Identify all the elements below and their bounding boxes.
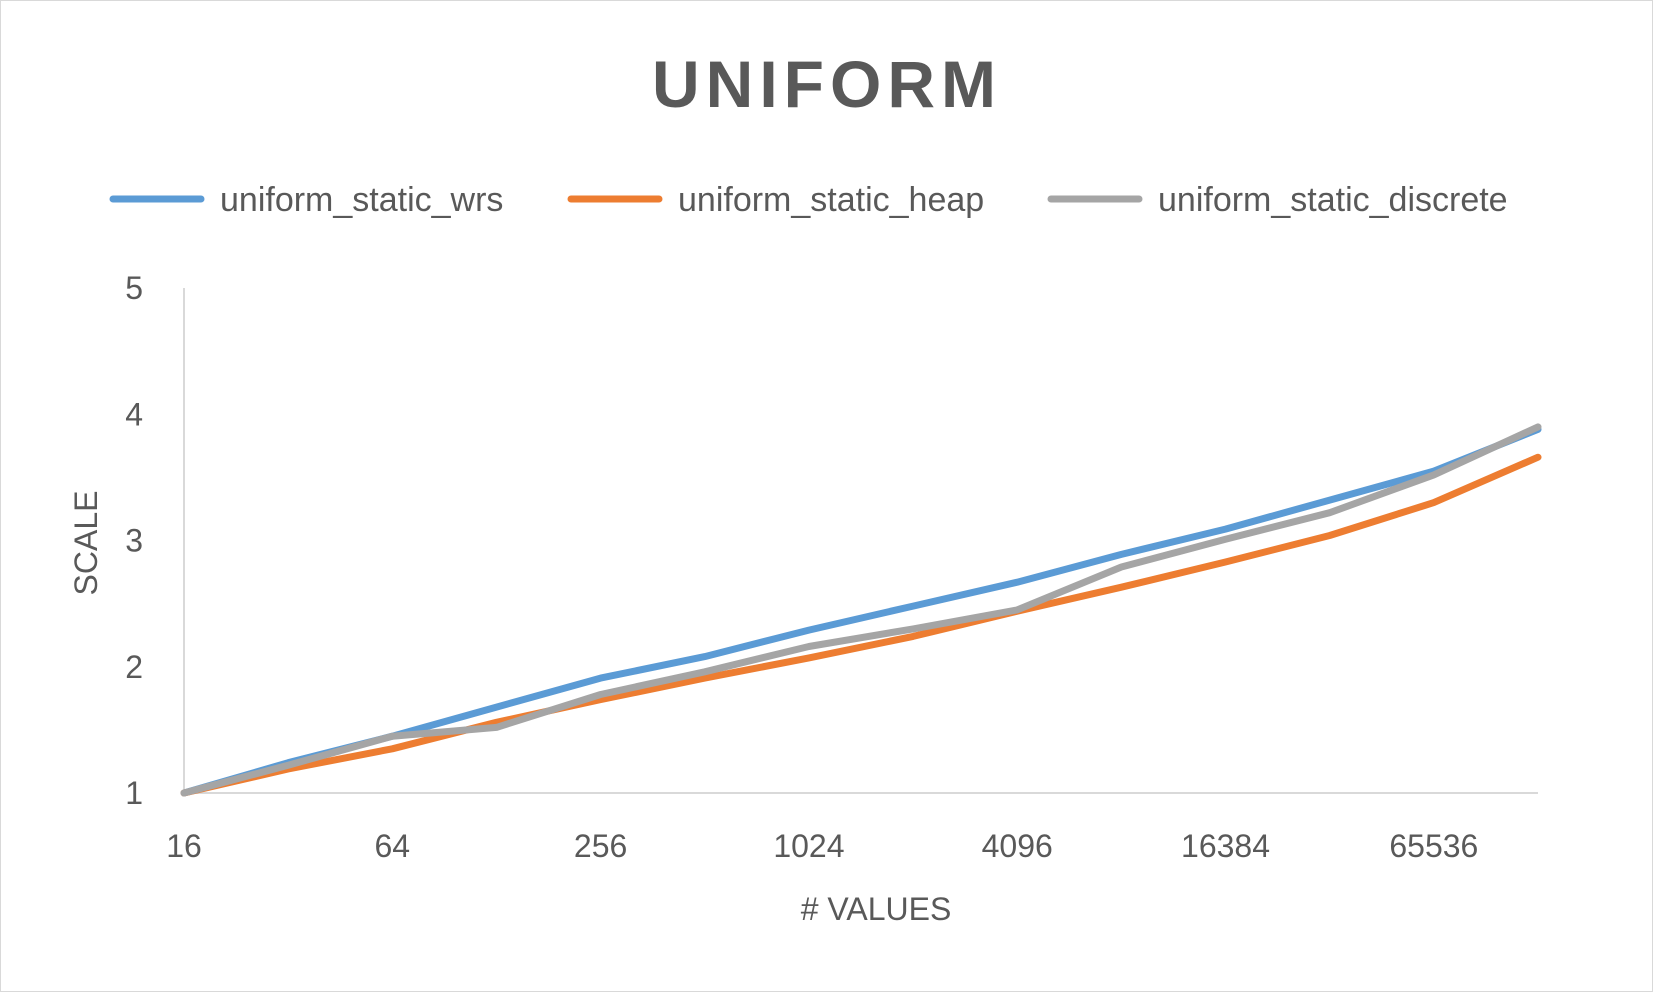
plot-lines xyxy=(180,423,1542,797)
y-tick-label: 2 xyxy=(125,649,143,685)
legend: uniform_static_wrs uniform_static_heap uni… xyxy=(109,181,1508,219)
chart-title: UNIFORM xyxy=(652,47,1002,121)
y-axis: 1 2 3 4 5 xyxy=(125,270,185,811)
y-tick-label: 5 xyxy=(125,270,143,306)
legend-label: uniform_static_heap xyxy=(678,181,984,219)
y-tick-label: 4 xyxy=(125,396,143,432)
x-tick-label: 1024 xyxy=(773,828,844,864)
legend-label: uniform_static_wrs xyxy=(220,181,503,219)
y-tick-label: 1 xyxy=(125,775,143,811)
x-tick-label: 65536 xyxy=(1389,828,1478,864)
x-axis: 16 64 256 1024 4096 16384 65536 xyxy=(166,792,1538,864)
series-line-uniform_static_heap xyxy=(180,453,1542,797)
legend-label: uniform_static_discrete xyxy=(1158,181,1508,219)
x-axis-title: # VALUES xyxy=(801,891,952,927)
x-tick-label: 4096 xyxy=(982,828,1053,864)
x-tick-label: 64 xyxy=(375,828,411,864)
y-axis-title: SCALE xyxy=(68,491,104,596)
y-tick-label: 3 xyxy=(125,523,143,559)
x-tick-label: 256 xyxy=(574,828,627,864)
x-tick-label: 16384 xyxy=(1181,828,1270,864)
x-tick-label: 16 xyxy=(166,828,202,864)
series-line-uniform_static_discrete xyxy=(180,423,1542,797)
